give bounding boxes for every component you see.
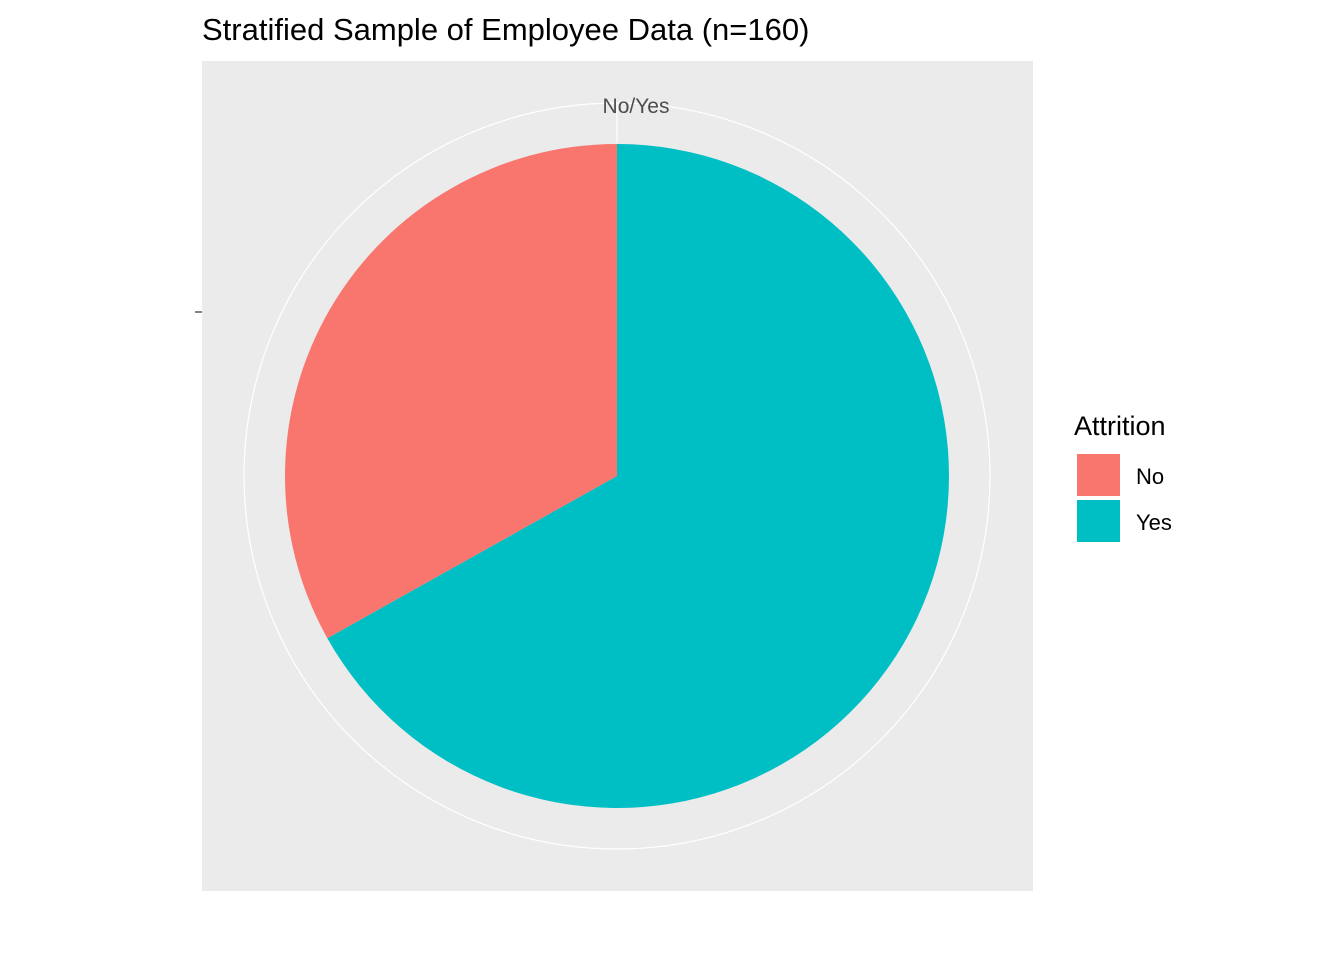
pie-slice-no (285, 144, 617, 639)
pie-slices (285, 144, 950, 808)
legend-label-yes: Yes (1136, 510, 1172, 535)
theta-tick-label: No/Yes (603, 95, 670, 118)
chart-title: Stratified Sample of Employee Data (n=16… (202, 12, 809, 47)
pie-slice-yes (327, 144, 950, 808)
legend-title: Attrition (1074, 411, 1166, 441)
legend-label-no: No (1136, 464, 1164, 489)
legend-key-no (1077, 454, 1120, 496)
legend: Attrition No Yes (1074, 411, 1172, 542)
legend-key-yes (1077, 500, 1120, 542)
